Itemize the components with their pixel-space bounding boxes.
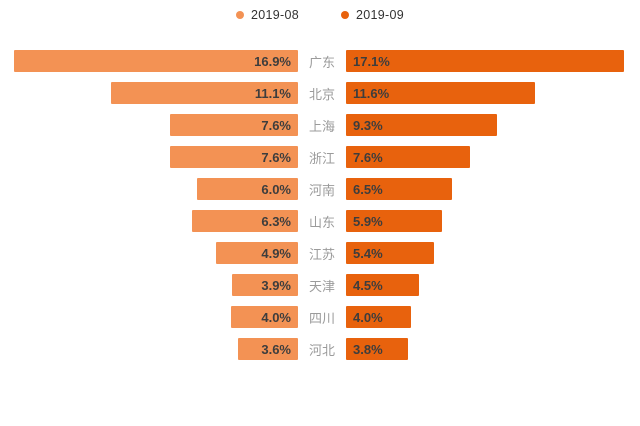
bar-2019-09[interactable]: 7.6% (346, 146, 470, 168)
value-label-2019-09: 17.1% (353, 53, 390, 69)
value-label-2019-08: 4.9% (261, 245, 291, 261)
tornado-chart: 2019-08 2019-09 16.9% 广东 17.1% 11.1% 北京 (0, 0, 640, 360)
table-row: 16.9% 广东 17.1% (14, 50, 640, 72)
bar-2019-08[interactable]: 11.1% (111, 82, 298, 104)
bar-2019-09[interactable]: 17.1% (346, 50, 624, 72)
bar-2019-09[interactable]: 4.5% (346, 274, 420, 296)
value-label-2019-08: 3.6% (261, 341, 291, 357)
right-bar-track: 6.5% (346, 178, 624, 200)
value-label-2019-09: 4.5% (353, 277, 383, 293)
legend-label-2019-09: 2019-09 (356, 7, 404, 22)
value-label-2019-08: 16.9% (254, 53, 291, 69)
left-bar-track: 4.0% (14, 306, 298, 328)
legend-item-2019-08[interactable]: 2019-08 (236, 8, 299, 22)
left-bar-track: 16.9% (14, 50, 298, 72)
right-bar-track: 5.9% (346, 210, 624, 232)
value-label-2019-08: 7.6% (261, 117, 291, 133)
right-bar-track: 7.6% (346, 146, 624, 168)
bar-2019-08[interactable]: 6.3% (192, 210, 298, 232)
bar-2019-08[interactable]: 4.0% (230, 306, 298, 328)
bar-2019-09[interactable]: 6.5% (346, 178, 452, 200)
bar-2019-08[interactable]: 3.6% (237, 338, 298, 360)
table-row: 6.0% 河南 6.5% (14, 178, 640, 200)
bar-2019-09[interactable]: 9.3% (346, 114, 498, 136)
table-row: 3.9% 天津 4.5% (14, 274, 640, 296)
legend: 2019-08 2019-09 (0, 0, 640, 22)
left-bar-track: 4.9% (14, 242, 298, 264)
value-label-2019-08: 7.6% (261, 149, 291, 165)
table-row: 4.0% 四川 4.0% (14, 306, 640, 328)
left-bar-track: 6.0% (14, 178, 298, 200)
bar-2019-08[interactable]: 3.9% (232, 274, 298, 296)
value-label-2019-09: 11.6% (353, 85, 390, 101)
category-label: 河北 (308, 342, 335, 358)
value-label-2019-08: 3.9% (261, 277, 291, 293)
legend-dot-icon (236, 10, 245, 19)
value-label-2019-09: 6.5% (353, 181, 383, 197)
value-label-2019-09: 5.9% (353, 213, 383, 229)
value-label-2019-09: 3.8% (353, 341, 383, 357)
category-label: 北京 (308, 86, 335, 102)
table-row: 4.9% 江苏 5.4% (14, 242, 640, 264)
bar-2019-09[interactable]: 5.4% (346, 242, 434, 264)
legend-label-2019-08: 2019-08 (251, 7, 299, 22)
category-label: 河南 (308, 182, 335, 198)
value-label-2019-09: 7.6% (353, 149, 383, 165)
left-bar-track: 7.6% (14, 114, 298, 136)
value-label-2019-08: 11.1% (254, 85, 291, 101)
legend-dot-icon (341, 10, 349, 19)
left-bar-track: 6.3% (14, 210, 298, 232)
category-label: 上海 (308, 118, 335, 134)
category-label: 天津 (308, 278, 335, 294)
category-label: 江苏 (308, 246, 335, 262)
right-bar-track: 3.8% (346, 338, 624, 360)
value-label-2019-09: 4.0% (353, 309, 383, 325)
bar-rows: 16.9% 广东 17.1% 11.1% 北京 11.6% 7.6% (0, 50, 640, 360)
table-row: 3.6% 河北 3.8% (14, 338, 640, 360)
category-label: 浙江 (308, 150, 335, 166)
value-label-2019-09: 9.3% (353, 117, 383, 133)
category-label: 四川 (308, 310, 335, 326)
right-bar-track: 5.4% (346, 242, 624, 264)
left-bar-track: 3.9% (14, 274, 298, 296)
right-bar-track: 4.0% (346, 306, 624, 328)
bar-2019-09[interactable]: 3.8% (346, 338, 408, 360)
bar-2019-08[interactable]: 6.0% (197, 178, 298, 200)
table-row: 7.6% 上海 9.3% (14, 114, 640, 136)
right-bar-track: 17.1% (346, 50, 624, 72)
bar-2019-08[interactable]: 7.6% (170, 146, 298, 168)
left-bar-track: 7.6% (14, 146, 298, 168)
right-bar-track: 9.3% (346, 114, 624, 136)
value-label-2019-08: 6.3% (261, 213, 291, 229)
bar-2019-08[interactable]: 7.6% (170, 114, 298, 136)
value-label-2019-09: 5.4% (353, 245, 383, 261)
bar-2019-09[interactable]: 5.9% (346, 210, 442, 232)
table-row: 6.3% 山东 5.9% (14, 210, 640, 232)
right-bar-track: 11.6% (346, 82, 624, 104)
left-bar-track: 11.1% (14, 82, 298, 104)
table-row: 11.1% 北京 11.6% (14, 82, 640, 104)
value-label-2019-08: 4.0% (261, 309, 291, 325)
bar-2019-09[interactable]: 4.0% (346, 306, 412, 328)
bar-2019-08[interactable]: 4.9% (215, 242, 298, 264)
bar-2019-09[interactable]: 11.6% (346, 82, 535, 104)
bar-2019-08[interactable]: 16.9% (14, 50, 298, 72)
value-label-2019-08: 6.0% (261, 181, 291, 197)
category-label: 广东 (308, 54, 335, 70)
legend-item-2019-09[interactable]: 2019-09 (341, 8, 404, 22)
right-bar-track: 4.5% (346, 274, 624, 296)
left-bar-track: 3.6% (14, 338, 298, 360)
category-label: 山东 (308, 214, 335, 230)
table-row: 7.6% 浙江 7.6% (14, 146, 640, 168)
